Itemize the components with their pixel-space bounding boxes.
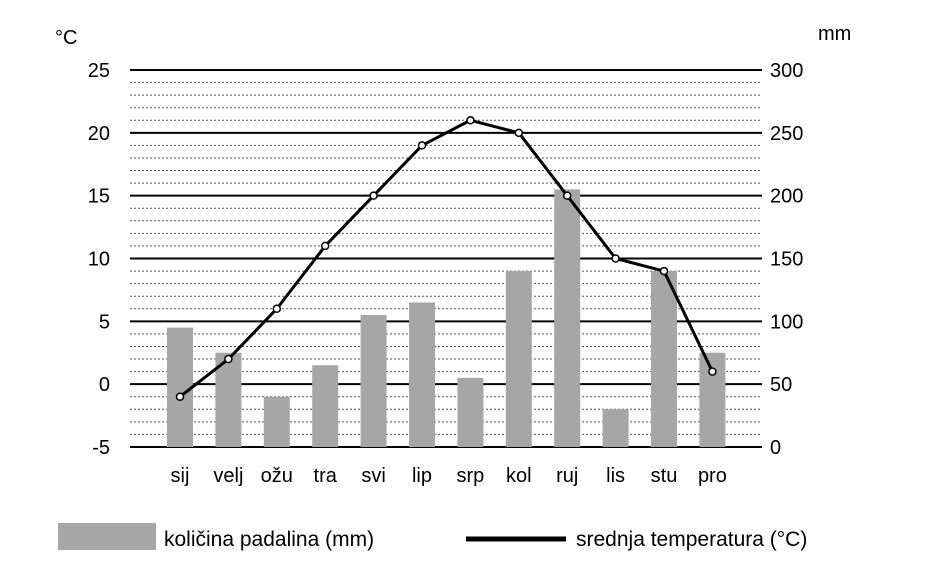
precipitation-bar [312,365,339,447]
right-axis-tick-label: 200 [770,186,803,208]
x-axis-tick-label: lip [412,465,432,487]
x-axis-tick-label: sij [171,465,190,487]
precipitation-bar [360,315,387,447]
temperature-point [272,304,282,314]
right-axis-unit: mm [818,23,851,45]
temperature-point [562,191,572,200]
precipitation-bar [457,377,484,447]
legend-line-label: srednja temperatura (°C) [576,528,807,551]
x-axis-tick-label: ruj [556,465,578,487]
x-axis-tick-label: tra [314,465,338,487]
x-axis-tick-label: stu [651,465,678,487]
precipitation-bar [167,327,193,447]
temperature-point [611,254,620,263]
precipitation-bar [263,396,290,447]
temperature-point [417,141,427,150]
right-axis-tick-label: 300 [770,60,803,82]
temperature-line [179,118,714,398]
x-axis-tick-label: lis [606,465,625,487]
temperature-point [175,392,185,401]
precipitation-bar [505,271,532,447]
left-axis-tick-label: 10 [88,249,110,271]
right-axis-tick-label: 100 [770,311,803,333]
precipitation-bar [554,189,581,447]
x-axis-tick-label: kol [506,465,532,487]
right-axis-tick-label: 0 [770,437,781,459]
precipitation-bar [409,302,435,447]
right-axis-tick-label: 50 [770,374,792,396]
x-axis-tick-label: velj [213,465,243,487]
legend: količina padalina (mm) srednja temperatu… [58,523,807,551]
precipitation-bar [651,271,677,447]
temperature-point [466,116,475,125]
temperature-point [514,128,524,138]
x-axis-tick-label: pro [698,465,727,487]
left-axis-tick-label: 20 [88,123,110,145]
x-axis-labels: sij velj ožu tra svi lip srp kol ruj lis stu pro [171,465,727,487]
legend-bar-swatch [58,523,156,550]
legend-bar-label: količina padalina (mm) [164,528,374,551]
temperature-point [708,367,717,376]
precipitation-bar [602,409,629,447]
temperature-point [659,266,669,276]
bar-series [167,189,726,447]
x-axis-tick-label: ožu [261,465,293,487]
left-axis-unit: °C [55,27,77,49]
temperature-point [224,354,233,364]
left-axis-tick-label: 0 [99,374,110,396]
left-axis-tick-label: 15 [88,186,110,208]
left-axis-tick-label: 5 [99,311,110,333]
temperature-point [320,241,330,251]
x-axis-tick-label: svi [361,465,385,487]
precipitation-bar [699,352,726,447]
right-axis-tick-label: 150 [770,249,803,271]
left-axis-tick-label: 25 [88,60,110,82]
x-axis-tick-label: srp [457,465,485,487]
precipitation-bar [215,352,242,447]
left-axis-tick-label: -5 [92,437,110,459]
right-axis-tick-label: 250 [770,123,803,145]
line-series [175,116,717,401]
temperature-point [369,191,378,200]
